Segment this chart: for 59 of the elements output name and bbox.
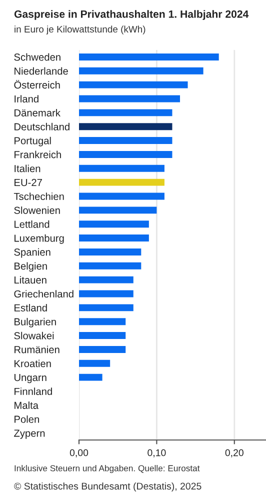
y-tick-label: Spanien xyxy=(14,248,50,258)
y-tick-label: Italien xyxy=(14,164,40,172)
y-tick-label: Polen xyxy=(14,415,39,423)
x-tick-label: 0,20 xyxy=(225,449,244,458)
chart-subtitle: in Euro je Kilowattstunde (kWh) xyxy=(14,26,146,34)
y-tick-label: Bulgarien xyxy=(14,318,56,328)
y-tick-label: Zypern xyxy=(14,430,45,439)
bar xyxy=(79,248,142,256)
y-tick-label: Niederlande xyxy=(14,67,68,75)
bar xyxy=(79,234,149,242)
bar xyxy=(79,178,164,186)
bar xyxy=(79,109,172,116)
y-tick-label: Schweden xyxy=(14,53,60,61)
bar xyxy=(79,53,219,60)
y-tick-label: Slowakei xyxy=(14,332,54,340)
bar xyxy=(79,374,102,381)
y-tick-label: EU-27 xyxy=(14,178,42,186)
bar xyxy=(79,95,180,102)
bar xyxy=(79,360,110,367)
bar xyxy=(79,318,126,326)
y-tick-label: Dänemark xyxy=(14,109,61,116)
y-tick-label: Slowenien xyxy=(14,206,60,214)
bar xyxy=(79,192,164,200)
bar xyxy=(79,81,188,88)
bar xyxy=(79,137,172,144)
y-tick-label: Lettland xyxy=(14,220,50,228)
y-tick-label: Estland xyxy=(14,304,47,312)
text: Inklusive Steuern und Abgaben. Quelle: Eurostat xyxy=(14,464,200,474)
bar xyxy=(79,332,126,340)
bar xyxy=(79,346,126,353)
chart-title: Gaspreise in Privathaushalten 1. Halbjahr 2024 xyxy=(14,10,249,20)
y-tick-label: Ungarn xyxy=(14,374,46,384)
y-tick-label: Belgien xyxy=(14,262,47,272)
y-tick-label: Frankreich xyxy=(14,150,61,158)
y-tick-label: Portugal xyxy=(14,136,51,146)
bar xyxy=(79,123,172,130)
y-tick-label: Tschechien xyxy=(14,192,64,200)
y-tick-label: Luxemburg xyxy=(14,234,64,244)
x-tick-label: 0,00 xyxy=(70,449,88,458)
y-tick-label: Kroatien xyxy=(14,360,51,368)
y-tick-label: Litauen xyxy=(14,276,46,284)
bar xyxy=(79,276,134,284)
y-tick-label: Malta xyxy=(14,402,39,409)
y-tick-label: Irland xyxy=(14,95,38,103)
text: © Statistisches Bundesamt (Destatis), 2025 xyxy=(14,482,202,492)
bar xyxy=(79,220,149,228)
bar xyxy=(79,150,172,158)
bar xyxy=(79,67,204,74)
x-tick-label: 0,10 xyxy=(148,449,166,458)
y-tick-label: Griechenland xyxy=(14,290,74,298)
y-tick-label: Rumänien xyxy=(14,346,60,354)
y-tick-label: Österreich xyxy=(14,80,60,89)
bar xyxy=(79,290,134,298)
bar xyxy=(79,262,142,270)
y-tick-label: Deutschland xyxy=(14,122,70,130)
bar xyxy=(79,304,134,312)
bar xyxy=(79,206,157,214)
bar xyxy=(79,164,164,172)
y-tick-label: Finnland xyxy=(14,388,52,396)
